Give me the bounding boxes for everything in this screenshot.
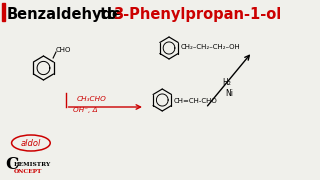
Text: CH₂–CH₂–CH₂–OH: CH₂–CH₂–CH₂–OH [180, 44, 240, 50]
Text: Ni: Ni [225, 89, 233, 98]
Text: HEMISTRY: HEMISTRY [13, 162, 51, 167]
Text: 3-Phenylpropan-1-ol: 3-Phenylpropan-1-ol [113, 6, 281, 21]
Text: CH=CH-CHO: CH=CH-CHO [174, 98, 218, 104]
Text: to: to [95, 6, 122, 21]
Text: ONCEPT: ONCEPT [13, 169, 42, 174]
Bar [2, 3, 5, 21]
Text: CH₃CHO: CH₃CHO [77, 96, 107, 102]
Text: CHO: CHO [56, 47, 71, 53]
Text: aldol: aldol [21, 138, 41, 147]
Text: OH⁻, Δ: OH⁻, Δ [73, 107, 97, 113]
Text: H₂: H₂ [222, 78, 231, 87]
Text: C: C [5, 156, 18, 173]
Text: Benzaldehyde: Benzaldehyde [7, 6, 123, 21]
